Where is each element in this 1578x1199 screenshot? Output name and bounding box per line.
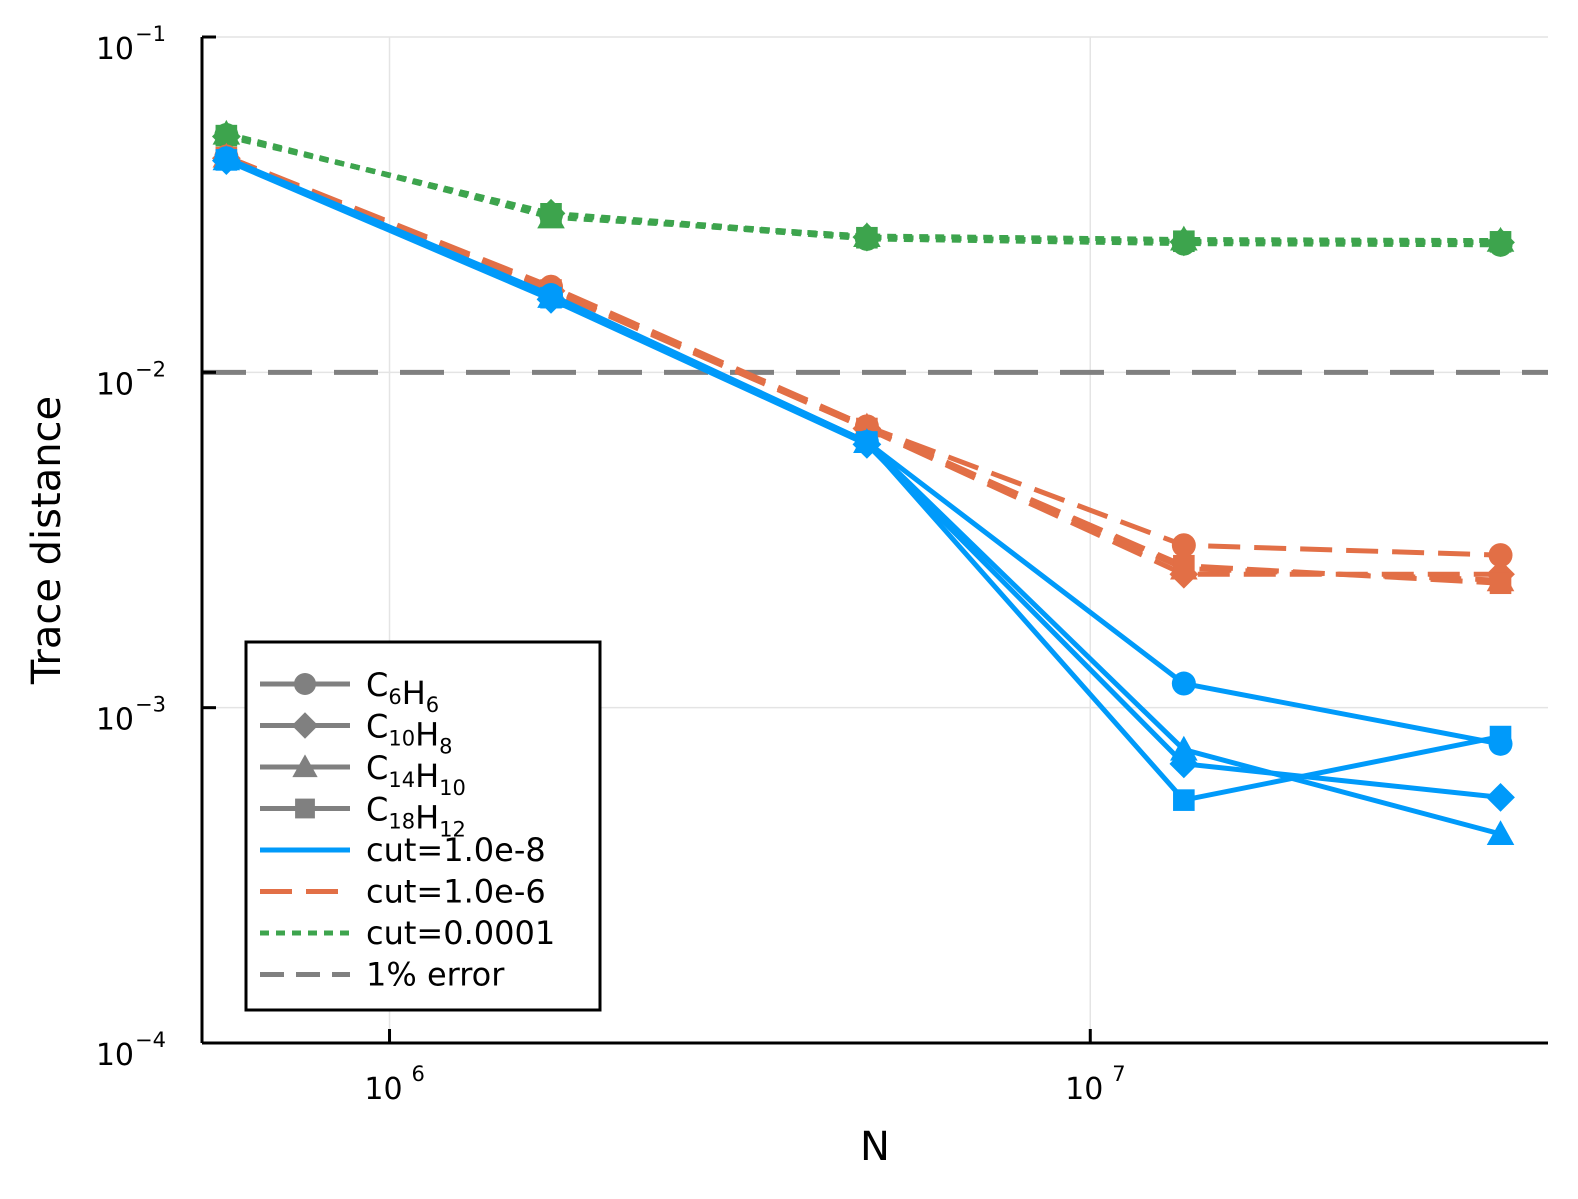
data-point-1 — [540, 286, 562, 309]
legend-entry-2: C14H10 — [260, 749, 466, 800]
data-point-4 — [1489, 231, 1512, 253]
x-tick-label-1: 10 — [1065, 1072, 1103, 1107]
data-point-4 — [1486, 783, 1515, 812]
y-tick-label-1: 10 — [96, 367, 134, 402]
legend-marker-diamond — [291, 712, 319, 739]
y-tick-exponent-3: −4 — [135, 1028, 166, 1052]
data-point-3 — [1170, 735, 1198, 761]
legend-marker-triangle — [292, 754, 318, 778]
data-point-1 — [540, 203, 562, 225]
series-cut=1.0e-8-C18H12 — [215, 149, 1512, 811]
legend-entry-1: C10H8 — [260, 708, 453, 759]
y-tick-exponent-2: −3 — [135, 693, 166, 717]
data-point-2 — [856, 431, 878, 453]
legend-marker-square — [295, 798, 315, 819]
data-point-0 — [215, 124, 238, 147]
y-tick-label-3: 10 — [96, 1038, 134, 1073]
y-tick-label-2: 10 — [96, 703, 134, 738]
legend-entry-5: cut=1.0e-6 — [260, 873, 546, 911]
series-group — [211, 119, 1515, 846]
series-cut=0.0001-C18H12 — [215, 124, 1512, 253]
x-tick-exponent-1: 7 — [1112, 1062, 1125, 1086]
legend-box — [244, 640, 602, 1012]
legend-label: 1% error — [366, 956, 505, 994]
data-point-4 — [1486, 820, 1515, 846]
y-tick-exponent-0: −1 — [135, 22, 166, 46]
axes — [200, 35, 1548, 1045]
legend-label: C6H6 — [366, 666, 439, 717]
data-point-4 — [1488, 543, 1513, 568]
y-axis-label: Trace distance — [24, 396, 70, 685]
legend-marker-circle — [294, 673, 316, 695]
legend-entry-3: C18H12 — [260, 791, 466, 842]
tick-labels: 10 6 10 710 −110 −210 −310 −4 — [96, 22, 1126, 1107]
data-point-4 — [1489, 572, 1512, 595]
x-tick-label-0: 10 — [364, 1072, 402, 1107]
data-point-3 — [1171, 671, 1196, 696]
legend-entry-0: C6H6 — [260, 666, 439, 717]
data-point-0 — [215, 149, 238, 171]
x-axis-label: N — [860, 1124, 890, 1170]
data-point-3 — [1173, 230, 1195, 253]
series-line — [225, 133, 1501, 245]
legend-label: cut=1.0e-6 — [366, 873, 546, 911]
legend-entry-6: cut=0.0001 — [260, 914, 555, 952]
data-point-2 — [856, 226, 878, 249]
legend-label: cut=1.0e-8 — [366, 831, 546, 869]
legend-label: C14H10 — [366, 749, 466, 800]
x-tick-exponent-0: 6 — [412, 1062, 425, 1086]
data-point-3 — [1173, 789, 1195, 811]
data-point-3 — [1171, 533, 1196, 558]
legend-entry-4: cut=1.0e-8 — [260, 831, 546, 869]
legend-entry-7: 1% error — [260, 956, 505, 994]
y-tick-exponent-1: −2 — [135, 357, 166, 381]
legend-label: cut=0.0001 — [366, 914, 555, 952]
y-tick-label-0: 10 — [96, 32, 134, 67]
legend-label: C18H12 — [366, 791, 466, 842]
data-point-3 — [1169, 749, 1199, 779]
legend-label: C10H8 — [366, 708, 453, 759]
data-point-3 — [1173, 554, 1195, 577]
data-point-4 — [1489, 725, 1512, 748]
